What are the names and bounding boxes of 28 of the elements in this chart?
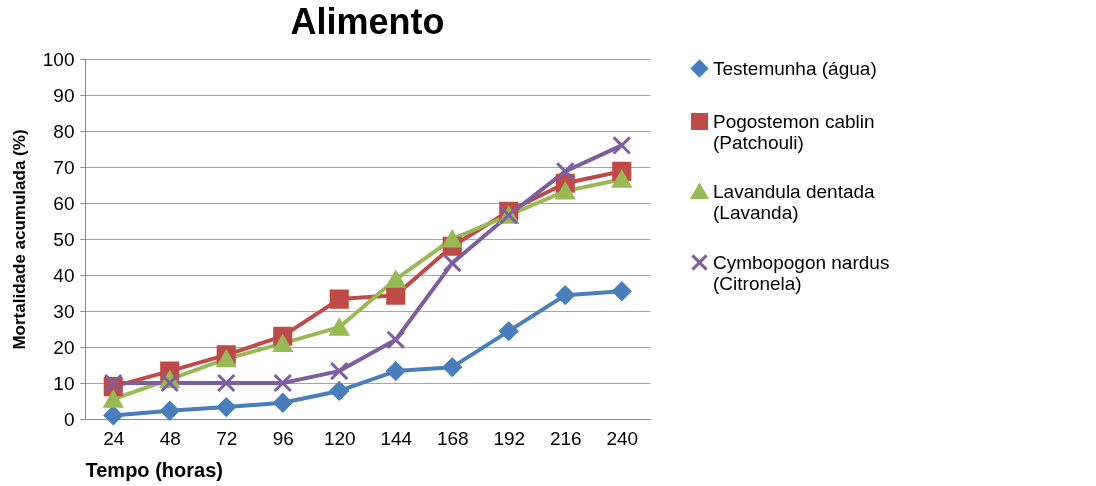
y-tick-label: 30 [53,300,75,322]
x-tick-label: 240 [606,427,639,449]
y-tick-label: 80 [53,120,75,142]
x-tick-label: 48 [159,427,181,449]
x-tick-label: 72 [216,427,238,449]
x-tick-label: 24 [103,427,125,449]
x-tick-label: 216 [549,427,582,449]
x-tick-label: 168 [436,427,469,449]
x-tick-label: 96 [272,427,294,449]
legend-label: Cymbopogon nardus (Citronela) [713,251,890,294]
y-tick-label: 100 [42,48,75,70]
legend-label: Testemunha (água) [713,57,877,79]
x-tick-label: 192 [493,427,526,449]
x-tick-label: 120 [323,427,356,449]
y-tick-label: 20 [53,336,75,358]
x-axis-title: Tempo (horas) [85,458,223,481]
y-axis-title: Mortalidade acumulada (%) [9,129,29,350]
y-tick-label: 10 [53,372,75,394]
y-tick-label: 0 [63,408,75,430]
y-tick-label: 40 [53,264,75,286]
legend-label: Pogostemon cablin (Patchouli) [713,110,875,153]
chart-title: Alimento [290,1,445,42]
x-tick-label: 144 [380,427,413,449]
y-tick-label: 50 [53,228,75,250]
y-tick-label: 70 [53,156,75,178]
legend-label: Lavandula dentada (Lavanda) [713,180,876,223]
y-tick-label: 90 [53,84,75,106]
y-tick-label: 60 [53,192,75,214]
